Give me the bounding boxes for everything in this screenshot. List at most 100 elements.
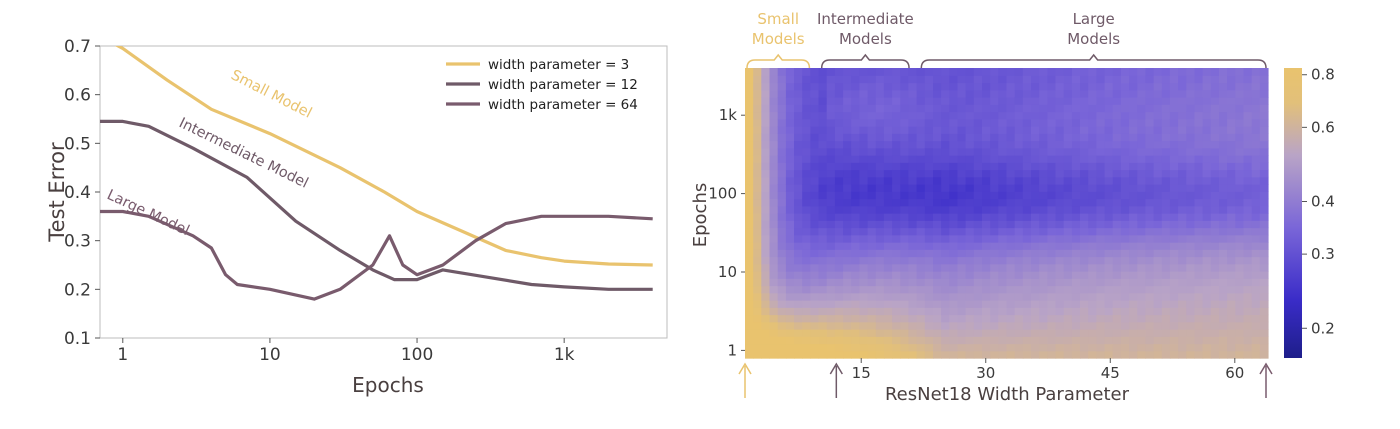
heatmap-cell xyxy=(777,234,787,243)
heatmap-cell xyxy=(1251,184,1261,192)
heatmap-cell xyxy=(916,184,926,192)
heatmap-cell xyxy=(1088,307,1097,316)
heatmap-cell xyxy=(1219,111,1228,120)
heatmap-cell xyxy=(883,300,893,308)
heatmap-cell xyxy=(1186,242,1196,250)
heatmap-cell xyxy=(1137,314,1147,323)
heatmap-cell xyxy=(859,89,869,98)
heatmap-cell xyxy=(1080,82,1089,91)
heatmap-cell xyxy=(1088,184,1097,192)
heatmap-cell xyxy=(941,176,950,185)
heatmap-cell xyxy=(1071,140,1081,149)
heatmap-cell xyxy=(883,82,893,91)
heatmap-cell xyxy=(1161,329,1171,337)
heatmap-cell xyxy=(1063,336,1073,345)
heatmap-cell xyxy=(1031,220,1040,229)
heatmap-cell xyxy=(982,350,991,359)
heatmap-cell xyxy=(1186,176,1196,185)
heatmap-cell xyxy=(982,68,991,76)
heatmap-cell xyxy=(843,169,852,178)
x-axis-label: Epochs xyxy=(352,373,424,397)
heatmap-cell xyxy=(818,118,828,127)
heatmap-cell xyxy=(794,118,803,127)
heatmap-cell xyxy=(1235,263,1245,272)
heatmap-cell xyxy=(875,68,885,76)
heatmap-cell xyxy=(1031,343,1040,352)
heatmap-cell xyxy=(1104,68,1114,76)
heatmap-cell xyxy=(794,220,803,229)
heatmap-cell xyxy=(867,256,877,265)
heatmap-cell xyxy=(1137,256,1147,265)
heatmap-cell xyxy=(1006,350,1016,359)
heatmap-cell xyxy=(1055,147,1065,156)
colorbar-tick-label: 0.2 xyxy=(1311,319,1335,337)
heatmap-cell xyxy=(875,213,885,221)
heatmap-cell xyxy=(1251,133,1261,142)
heatmap-cell xyxy=(933,140,942,149)
heatmap-cell xyxy=(933,343,942,352)
heatmap-cell xyxy=(933,329,942,337)
heatmap-cell xyxy=(1251,220,1261,229)
heatmap-cell xyxy=(924,184,934,192)
heatmap-cell xyxy=(1014,343,1024,352)
heatmap-cell xyxy=(1251,169,1261,178)
heatmap-cell xyxy=(834,118,844,127)
heatmap-cell xyxy=(851,176,860,185)
heatmap-cell xyxy=(965,89,975,98)
heatmap-cell xyxy=(916,329,926,337)
heatmap-cell xyxy=(941,213,950,221)
heatmap-cell xyxy=(933,184,942,192)
heatmap-cell xyxy=(1031,191,1040,200)
heatmap-cell xyxy=(1112,111,1122,120)
x-tick-label: 60 xyxy=(1225,364,1244,382)
heatmap-cell xyxy=(1112,118,1122,127)
heatmap-cell xyxy=(1014,350,1024,359)
heatmap-cell xyxy=(908,227,918,236)
heatmap-cell xyxy=(859,329,869,337)
heatmap-cell xyxy=(1202,329,1212,337)
heatmap-cell xyxy=(1161,89,1171,98)
heatmap-cell xyxy=(1120,329,1130,337)
heatmap-cell xyxy=(957,314,967,323)
heatmap-cell xyxy=(916,336,926,345)
heatmap-cell xyxy=(867,350,877,359)
heatmap-cell xyxy=(916,285,926,294)
heatmap-cell xyxy=(753,205,762,214)
heatmap-cell xyxy=(998,213,1008,221)
heatmap-cell xyxy=(1112,242,1122,250)
heatmap-cell xyxy=(1080,343,1089,352)
heatmap-cell xyxy=(1096,147,1106,156)
heatmap-cell xyxy=(859,75,869,84)
heatmap-cell xyxy=(1145,314,1155,323)
heatmap-cell xyxy=(1039,234,1048,243)
heatmap-cell xyxy=(1096,162,1106,171)
heatmap-cell xyxy=(949,89,959,98)
heatmap-cell xyxy=(818,184,828,192)
heatmap-cell xyxy=(1145,292,1155,301)
series-line-2 xyxy=(100,209,653,301)
heatmap-cell xyxy=(1194,249,1204,258)
heatmap-cell xyxy=(982,336,991,345)
heatmap-cell xyxy=(908,213,918,221)
heatmap-cell xyxy=(753,68,762,76)
heatmap-cell xyxy=(949,75,959,84)
heatmap-cell xyxy=(1014,140,1024,149)
heatmap-cell xyxy=(875,220,885,229)
heatmap-cell xyxy=(982,271,991,279)
heatmap-cell xyxy=(900,329,910,337)
heatmap-cell xyxy=(1047,140,1057,149)
heatmap-cell xyxy=(1210,97,1220,105)
heatmap-cell xyxy=(998,82,1008,91)
heatmap-cell xyxy=(777,68,787,76)
heatmap-cell xyxy=(941,133,950,142)
heatmap-cell xyxy=(1235,89,1245,98)
heatmap-cell xyxy=(965,184,975,192)
heatmap-cell xyxy=(1202,133,1212,142)
heatmap-cell xyxy=(1129,147,1138,156)
heatmap-cell xyxy=(826,184,836,192)
heatmap-cell xyxy=(941,321,950,330)
heatmap-cell xyxy=(1047,133,1057,142)
heatmap-cell xyxy=(982,307,991,316)
heatmap-cell xyxy=(851,205,860,214)
heatmap-cell xyxy=(1022,213,1032,221)
